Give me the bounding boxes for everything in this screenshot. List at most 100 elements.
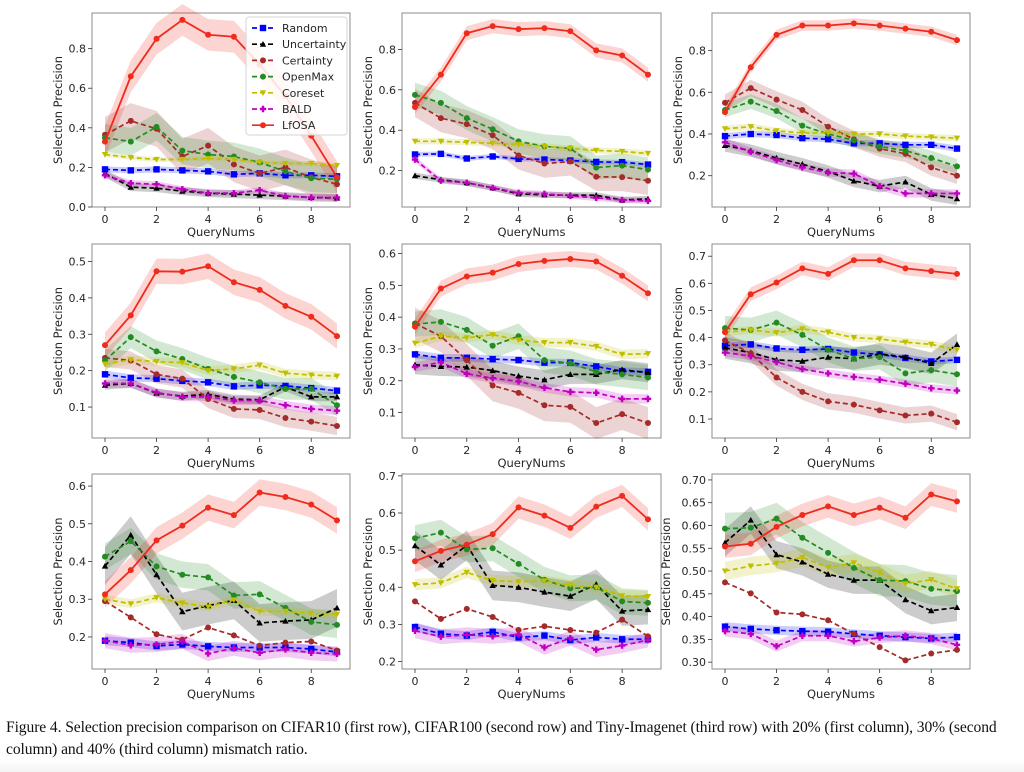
point-coreset-7 xyxy=(593,343,600,350)
point-openmax-5 xyxy=(850,355,857,362)
point-lfosa-2 xyxy=(153,35,160,42)
point-random-0 xyxy=(411,151,419,158)
line-openmax xyxy=(104,125,338,181)
point-lfosa-6 xyxy=(876,504,883,511)
point-random-5 xyxy=(541,632,548,639)
y-tick-label: 0.65 xyxy=(682,497,707,510)
point-openmax-4 xyxy=(825,549,832,556)
point-certainty-3 xyxy=(489,132,496,139)
series-certainty xyxy=(722,337,960,426)
point-certainty-7 xyxy=(282,639,289,646)
series-lfosa xyxy=(102,489,340,598)
point-uncertainty-1 xyxy=(747,516,754,523)
series-lines xyxy=(101,489,341,658)
point-openmax-9 xyxy=(645,166,651,173)
point-uncertainty-8 xyxy=(928,360,935,366)
point-openmax-7 xyxy=(282,385,289,392)
line-openmax xyxy=(414,321,649,379)
point-random-4 xyxy=(515,155,522,163)
point-coreset-1 xyxy=(127,601,134,607)
point-openmax-7 xyxy=(902,370,909,377)
point-lfosa-9 xyxy=(645,290,651,297)
x-axis-label: QueryNums xyxy=(807,687,875,701)
point-uncertainty-9 xyxy=(953,341,961,347)
point-bald-2 xyxy=(773,358,780,366)
legend-marker xyxy=(259,41,267,47)
legend: Random Uncertainty Certainty OpenMax Coreset… xyxy=(245,16,348,136)
point-random-9 xyxy=(953,633,961,641)
point-bald-9 xyxy=(953,387,961,394)
point-lfosa-5 xyxy=(850,512,857,519)
point-lfosa-9 xyxy=(334,333,340,340)
point-certainty-8 xyxy=(308,638,315,645)
point-bald-9 xyxy=(333,194,341,201)
point-bald-8 xyxy=(618,395,626,403)
series-coreset xyxy=(411,569,652,600)
point-lfosa-5 xyxy=(541,257,548,264)
line-bald xyxy=(414,629,649,651)
point-coreset-1 xyxy=(127,154,134,161)
band-lfosa xyxy=(105,479,337,608)
point-random-1 xyxy=(747,341,754,348)
point-lfosa-5 xyxy=(230,279,237,286)
line-bald xyxy=(414,158,649,202)
point-certainty-2 xyxy=(463,605,470,612)
point-uncertainty-8 xyxy=(618,366,626,373)
point-bald-1 xyxy=(747,630,754,638)
point-bald-3 xyxy=(179,638,186,645)
point-random-4 xyxy=(204,643,212,650)
point-certainty-6 xyxy=(876,644,883,651)
line-uncertainty xyxy=(414,174,649,201)
point-coreset-6 xyxy=(567,582,574,589)
y-tick-label: 0.4 xyxy=(69,292,87,305)
point-uncertainty-7 xyxy=(282,617,289,624)
point-uncertainty-0 xyxy=(411,172,419,179)
point-certainty-6 xyxy=(256,642,263,649)
point-bald-4 xyxy=(204,650,212,657)
series-openmax xyxy=(102,538,340,628)
point-coreset-0 xyxy=(101,361,109,368)
point-random-9 xyxy=(644,161,652,168)
y-tick-label: 0.3 xyxy=(69,328,87,341)
point-certainty-7 xyxy=(282,414,289,421)
point-certainty-0 xyxy=(722,579,728,586)
point-uncertainty-3 xyxy=(489,582,496,588)
point-lfosa-3 xyxy=(799,22,806,29)
point-random-3 xyxy=(799,134,806,142)
point-certainty-9 xyxy=(954,172,960,179)
point-bald-9 xyxy=(953,190,961,197)
line-uncertainty xyxy=(104,172,338,199)
x-tick-label: 0 xyxy=(412,444,419,457)
point-bald-2 xyxy=(773,643,780,650)
line-openmax xyxy=(104,540,338,626)
series-lines xyxy=(411,23,652,205)
y-tick-label: 0.3 xyxy=(379,343,397,356)
point-certainty-6 xyxy=(256,406,263,413)
point-bald-1 xyxy=(127,180,134,187)
series-bald xyxy=(101,172,341,201)
subplot-cifar10-40-mismatch: 0 2 4 6 8 0.2 0.4 0.6 0.8 QueryNums Selection Prec… xyxy=(671,12,971,239)
point-bald-2 xyxy=(773,156,780,164)
legend-label: Certainty xyxy=(282,54,333,67)
point-lfosa-7 xyxy=(593,47,600,54)
point-coreset-7 xyxy=(282,160,289,167)
y-axis-label: Selection Precision xyxy=(51,518,65,626)
point-bald-8 xyxy=(308,405,315,413)
point-lfosa-3 xyxy=(179,268,186,275)
point-coreset-9 xyxy=(953,347,961,354)
point-uncertainty-4 xyxy=(824,571,832,577)
point-lfosa-9 xyxy=(954,498,960,505)
legend-marker xyxy=(259,24,267,32)
point-lfosa-9 xyxy=(334,174,340,181)
y-tick-label: 0.5 xyxy=(69,255,87,268)
x-axis-label: QueryNums xyxy=(187,225,255,239)
point-certainty-5 xyxy=(230,161,237,168)
point-certainty-1 xyxy=(747,590,754,597)
point-lfosa-6 xyxy=(256,286,263,293)
point-openmax-3 xyxy=(489,342,496,349)
point-coreset-4 xyxy=(204,604,212,610)
point-bald-1 xyxy=(437,633,445,640)
point-bald-1 xyxy=(127,380,134,387)
point-lfosa-7 xyxy=(902,25,909,32)
y-tick-label: 0.45 xyxy=(682,588,707,601)
